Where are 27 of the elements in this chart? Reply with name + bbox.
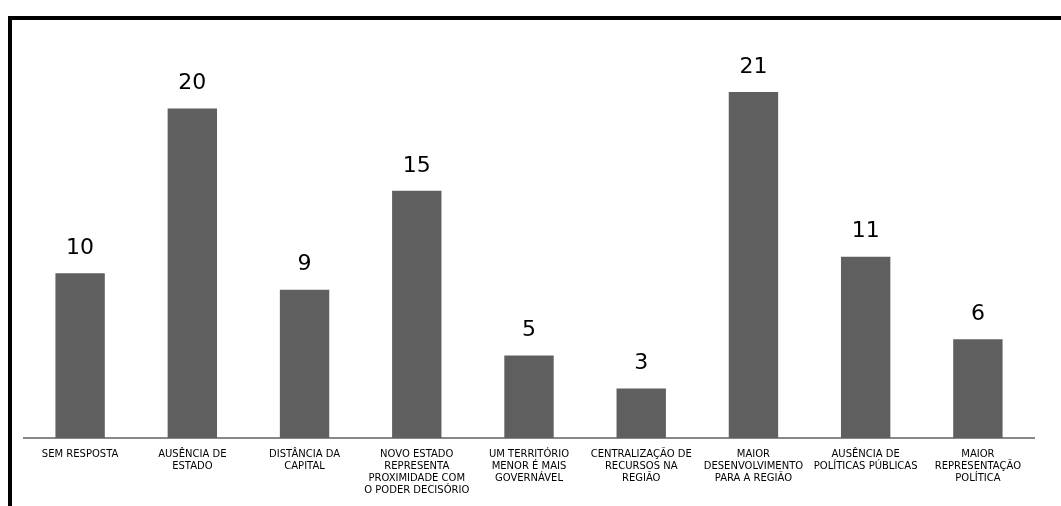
x-tick-label: AUSÊNCIA DE ESTADO — [158, 446, 227, 471]
x-tick-label: DISTÂNCIA DA CAPITAL — [269, 446, 341, 471]
data-label: 15 — [402, 151, 431, 177]
data-label: 11 — [851, 217, 880, 243]
data-label: 10 — [66, 233, 95, 259]
bar — [279, 289, 330, 438]
x-tick-label: SEM RESPOSTA — [41, 447, 119, 459]
x-tick-label: MAIOR DESENVOLVIMENTO PARA A REGIÃO — [703, 447, 804, 483]
bar — [167, 108, 218, 438]
data-label: 9 — [297, 250, 312, 276]
bar — [55, 273, 105, 438]
data-label: 21 — [739, 52, 768, 78]
x-tick-label: MAIOR REPRESENTAÇÃO POLÍTICA — [934, 447, 1022, 483]
data-label: 6 — [970, 299, 985, 325]
bar — [504, 355, 554, 438]
bar — [840, 256, 891, 438]
x-tick-label: AUSÊNCIA DE POLÍTICAS PÚBLICAS — [813, 446, 918, 471]
data-label: 5 — [522, 316, 536, 342]
x-tick-label: UM TERRITÓRIO MENOR É MAIS GOVERNÁVEL — [488, 446, 570, 483]
bar — [392, 190, 442, 438]
data-label: 20 — [178, 69, 207, 95]
bar — [616, 388, 666, 438]
bar — [953, 339, 1003, 438]
x-tick-label: CENTRALIZAÇÃO DE RECURSOS NA REGIÃO — [590, 446, 692, 483]
x-tick-label: NOVO ESTADO REPRESENTA PROXIMIDADE COM O PODER DECISÓRIO — [364, 447, 470, 495]
bar — [728, 92, 779, 438]
data-label: 3 — [634, 349, 649, 375]
